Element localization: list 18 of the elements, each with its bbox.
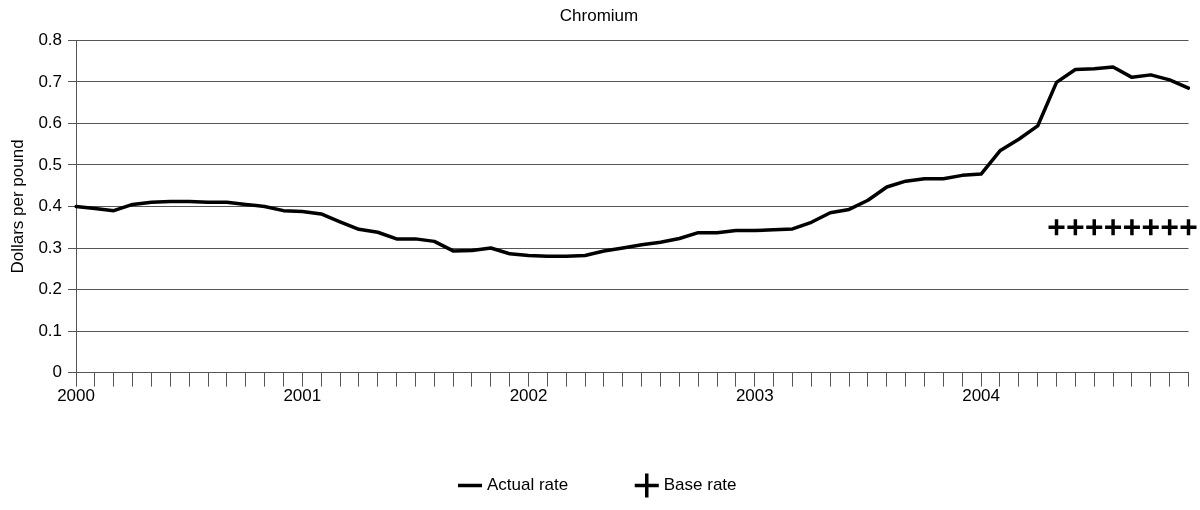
y-tick-label: 0.4 [38, 196, 63, 216]
chart-title: Chromium [559, 5, 639, 25]
x-tick-label: 2002 [509, 386, 548, 406]
x-tick-label: 2001 [283, 386, 322, 406]
y-axis-title: Dollars per pound [7, 139, 27, 274]
x-tick-label: 2004 [962, 386, 1000, 406]
y-tick-label: 0.5 [38, 154, 63, 174]
y-tick-label: 0.3 [38, 237, 63, 257]
y-tick-label: 0.8 [38, 30, 63, 50]
y-tick-label: 0.1 [38, 320, 63, 340]
y-tick-label: 0.2 [38, 279, 63, 299]
x-tick-label: 2000 [57, 386, 95, 406]
y-tick-label: 0 [52, 362, 63, 382]
y-tick-label: 0.6 [38, 113, 63, 133]
legend-label: Actual rate [486, 475, 569, 495]
x-tick-label: 2003 [735, 386, 774, 406]
y-tick-label: 0.7 [38, 71, 63, 91]
legend-label: Base rate [663, 475, 737, 495]
